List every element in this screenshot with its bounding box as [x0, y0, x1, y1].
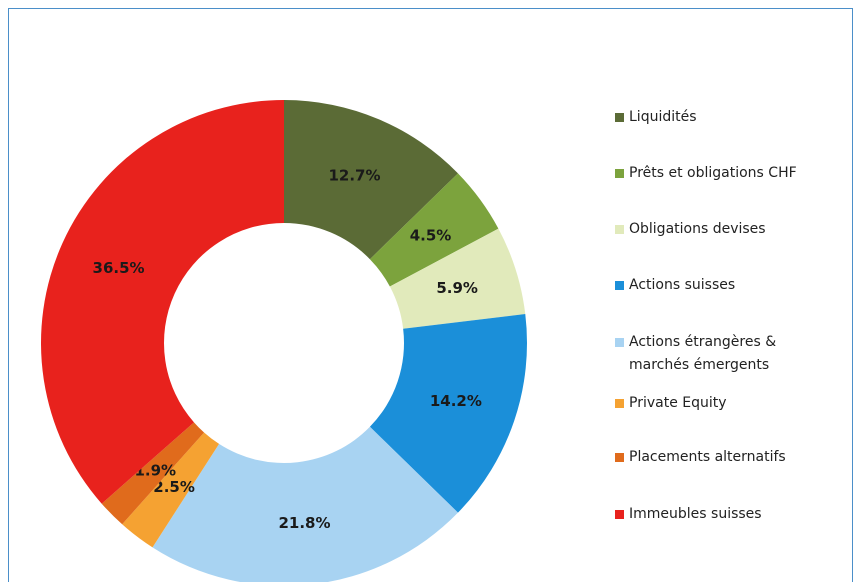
legend-label: Placements alternatifs: [629, 449, 786, 465]
donut-slice: [369, 173, 499, 287]
legend-swatch: [615, 113, 624, 122]
donut-slice: [41, 100, 284, 504]
data-label: 14.2%: [430, 392, 482, 410]
data-label: 2.5%: [153, 478, 195, 496]
legend-item: Obligations devises: [615, 218, 825, 241]
legend-label: Actions étrangères & marchés émergents: [629, 334, 777, 373]
donut-slice: [152, 426, 458, 582]
data-label: 36.5%: [93, 259, 145, 277]
donut-slice: [122, 432, 220, 548]
legend-swatch: [615, 281, 624, 290]
legend-swatch: [615, 169, 624, 178]
legend-label: Prêts et obligations CHF: [629, 165, 797, 181]
donut-slice: [389, 228, 526, 329]
data-label: 5.9%: [436, 279, 478, 297]
legend-item: Liquidités: [615, 106, 825, 129]
donut-slice: [101, 422, 205, 525]
legend-item: Prêts et obligations CHF: [615, 162, 825, 185]
legend-label: Immeubles suisses: [629, 506, 762, 522]
legend-item: Immeubles suisses: [615, 503, 825, 526]
data-label: 21.8%: [278, 514, 330, 532]
legend-swatch: [615, 338, 624, 347]
data-label: 4.5%: [410, 226, 452, 244]
legend-swatch: [615, 225, 624, 234]
legend-swatch: [615, 399, 624, 408]
donut-slice: [369, 314, 527, 513]
legend-swatch: [615, 453, 624, 462]
data-label: 12.7%: [328, 166, 380, 184]
data-label: 1.9%: [134, 461, 176, 479]
legend-item: Private Equity: [615, 392, 825, 415]
donut-slice: [284, 100, 458, 260]
legend-label: Liquidités: [629, 109, 697, 125]
chart-frame: [8, 8, 853, 582]
legend-label: Private Equity: [629, 395, 727, 411]
legend-item: Actions suisses: [615, 274, 825, 297]
legend-swatch: [615, 510, 624, 519]
legend-item: Actions étrangères & marchés émergents: [615, 331, 825, 377]
legend-label: Actions suisses: [629, 277, 736, 293]
legend-label: Obligations devises: [629, 221, 766, 237]
legend-item: Placements alternatifs: [615, 446, 825, 469]
